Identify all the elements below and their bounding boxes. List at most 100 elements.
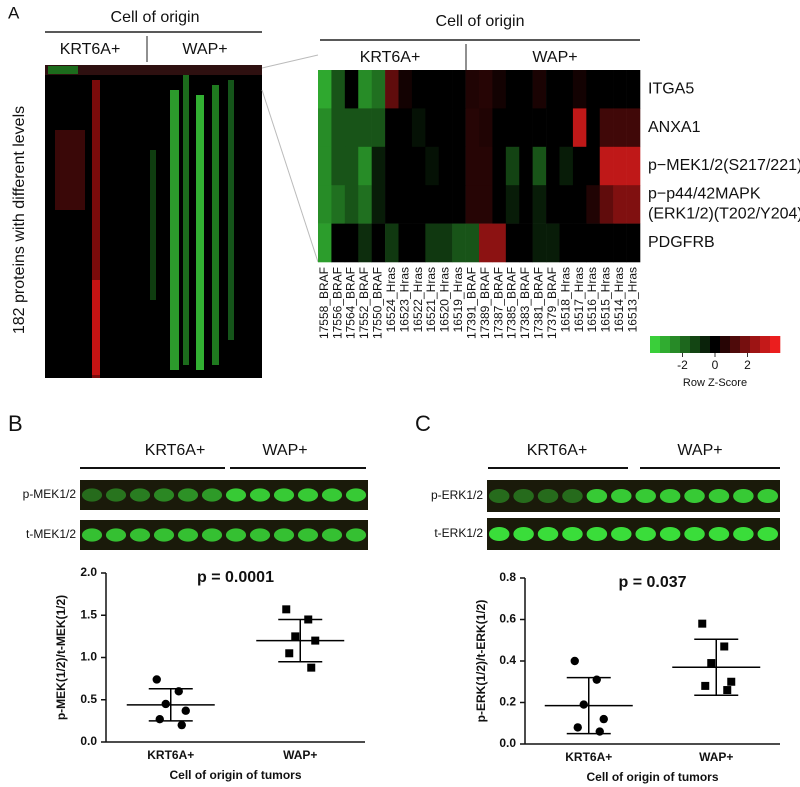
colorbar-step [670, 336, 681, 353]
blot [80, 520, 368, 550]
y-tick-label: 0.5 [80, 692, 97, 706]
heatmap-cell [318, 70, 332, 109]
data-point [307, 663, 316, 672]
heatmap-cell [438, 70, 453, 109]
blot [487, 480, 780, 512]
heatmap-cell [613, 223, 627, 263]
row-label: ITGA5 [648, 80, 694, 97]
column-label: 17391_BRAF [464, 267, 478, 339]
heatmap-cell [385, 146, 399, 186]
data-point [161, 699, 170, 709]
colorbar-step [650, 336, 661, 353]
blot-band [488, 526, 510, 542]
colorbar-tick-label: 0 [712, 358, 719, 372]
colorbar-step [730, 336, 741, 353]
heatmap-cell [492, 70, 507, 109]
heatmap-cell [613, 108, 627, 148]
heatmap-cell [452, 223, 466, 263]
blot-band [684, 488, 705, 504]
blot-band [733, 488, 754, 504]
heatmap-cell [358, 146, 372, 186]
x-tick-label: WAP+ [699, 750, 733, 764]
blot-band [225, 528, 247, 542]
group-label: WAP+ [677, 442, 722, 459]
heatmap-cell [559, 70, 574, 109]
panel-label: A [8, 3, 20, 22]
blot-band [635, 526, 656, 542]
heatmap-cell [385, 223, 399, 263]
heatmap-cell [519, 108, 533, 148]
blot-band [708, 526, 730, 542]
blot-band [273, 528, 295, 542]
heatmap-cell [358, 185, 372, 224]
heatmap-cell [479, 223, 493, 263]
y-tick-label: 0.0 [80, 734, 97, 748]
heatmap-cell [546, 185, 560, 224]
heatmap-cell [586, 108, 601, 148]
heatmap-cell [586, 223, 601, 263]
heatmap-cell [626, 185, 641, 224]
blot-band [757, 488, 779, 504]
heatmap-cell [572, 185, 587, 224]
colorbar-label: Row Z-Score [683, 377, 747, 389]
row-label: p−p44/42MAPK [648, 186, 761, 203]
heatmap-cell [331, 185, 346, 224]
blot-band [757, 526, 779, 542]
heatmap-cell [613, 185, 627, 224]
blot-band [321, 528, 343, 542]
column-label: 17383_BRAF [518, 267, 532, 339]
blot-band [201, 488, 223, 502]
column-label: 16524_Hras [384, 267, 398, 332]
y-tick-label: 1.5 [80, 607, 97, 621]
blot-band [635, 488, 656, 504]
colorbar-step [770, 336, 781, 353]
blot-band [659, 526, 681, 542]
column-label: 16520_Hras [438, 267, 452, 332]
heatmap-cell [398, 223, 413, 263]
column-label: 17387_BRAF [491, 267, 505, 339]
data-point [573, 723, 582, 732]
heatmap-cell [425, 185, 440, 224]
heatmap-cell [438, 223, 453, 263]
overview-y-label: 182 proteins with different levels [11, 106, 28, 334]
blot-band [153, 528, 175, 542]
heatmap-cell [559, 146, 574, 186]
heatmap-cell [519, 223, 533, 263]
heatmap-cell [438, 108, 453, 148]
heatmap-cell [385, 185, 399, 224]
heatmap-cell [559, 185, 574, 224]
colorbar-tick-label: -2 [677, 358, 688, 372]
heatmap-cell [331, 108, 346, 148]
blot-band [105, 528, 127, 542]
blot-band [249, 528, 271, 542]
heatmap-cell [586, 185, 601, 224]
heatmap-cell [318, 185, 332, 224]
heatmap-cell [398, 108, 413, 148]
x-tick-label: KRT6A+ [565, 750, 612, 764]
blot-band [611, 526, 632, 542]
blot-band [733, 526, 754, 542]
data-point [282, 605, 291, 614]
row-label: ANXA1 [648, 119, 701, 136]
connector [261, 89, 319, 263]
colorbar-step [680, 336, 691, 353]
blot-band [537, 526, 559, 542]
heatmap-cell [519, 146, 533, 186]
heatmap-cell [425, 223, 440, 263]
heatmap-cell [505, 70, 520, 109]
column-label: 17556_BRAF [330, 267, 344, 339]
column-label: 16523_Hras [397, 267, 411, 332]
heatmap-cell [344, 223, 359, 263]
heatmap-cell [318, 108, 332, 148]
blot-band [586, 526, 608, 542]
data-point [727, 677, 736, 686]
heatmap-cell [546, 108, 560, 148]
group-label: WAP+ [532, 49, 577, 66]
blot-band [129, 488, 151, 502]
blot-band [513, 526, 534, 542]
heatmap-cell [559, 108, 574, 148]
heatmap-cell [398, 146, 413, 186]
heatmap-cell [344, 108, 359, 148]
heatmap-cell [492, 108, 507, 148]
heatmap-cell [465, 185, 480, 224]
